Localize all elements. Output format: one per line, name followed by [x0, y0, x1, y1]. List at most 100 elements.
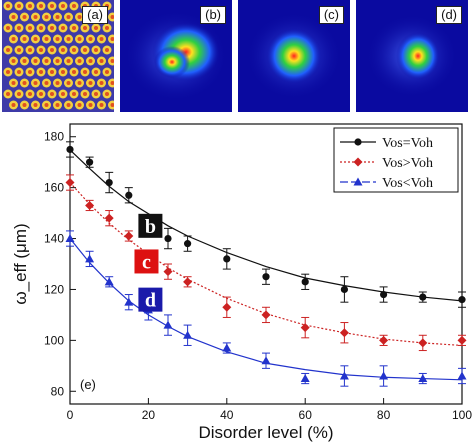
lattice-spot-core: [55, 81, 60, 85]
data-point: [339, 371, 349, 380]
lattice-spot-core: [77, 37, 82, 41]
lattice-spot-core: [44, 59, 49, 63]
series-tag-box: [138, 213, 163, 238]
lattice-spot-core: [77, 81, 82, 85]
data-point: [300, 323, 310, 333]
y-tick-label: 100: [44, 333, 64, 347]
x-tick-label: 60: [299, 408, 313, 422]
lattice-spot-core: [61, 92, 65, 96]
lattice-spot-core: [39, 26, 43, 30]
series-tag-box: [138, 287, 163, 312]
data-point: [184, 240, 192, 248]
data-point: [124, 297, 134, 306]
legend-label: Vos>Voh: [382, 156, 433, 171]
lattice-spot-core: [50, 4, 54, 8]
data-point: [85, 254, 95, 263]
lattice-spot-core: [44, 15, 49, 19]
series-tag-label: c: [142, 251, 151, 273]
y-tick-label: 180: [44, 130, 64, 144]
data-point: [223, 255, 231, 263]
lattice-spot-core: [94, 48, 98, 52]
data-point: [222, 343, 232, 352]
data-point: [340, 285, 348, 294]
lattice-spot-core: [110, 59, 114, 63]
data-point: [457, 371, 467, 380]
lattice-spot-core: [39, 48, 43, 52]
lattice-spot-core: [61, 26, 65, 30]
panel-c-intensity-image: (c): [238, 0, 350, 112]
data-point: [86, 158, 94, 166]
lattice-spot-core: [99, 103, 104, 107]
lattice-spot-core: [11, 37, 16, 41]
lattice-spot-core: [77, 59, 82, 63]
lattice-spot-core: [17, 70, 21, 74]
x-tick-label: 0: [67, 408, 74, 422]
data-point: [457, 335, 467, 345]
y-tick-label: 140: [44, 232, 64, 246]
data-point: [124, 231, 134, 241]
data-point: [163, 320, 173, 329]
data-point: [458, 296, 466, 304]
lattice-pattern: [3, 1, 114, 110]
lattice-spot-core: [66, 81, 71, 85]
data-point: [419, 293, 427, 301]
lattice-spot-core: [17, 48, 21, 52]
lattice-spot-core: [39, 4, 43, 8]
lattice-spot-core: [11, 103, 16, 107]
lattice-spot-core: [39, 70, 43, 74]
lattice-spot-core: [17, 92, 21, 96]
x-tick-label: 20: [142, 408, 156, 422]
lattice-spot-core: [72, 4, 76, 8]
lattice-spot-core: [72, 26, 76, 30]
lattice-spot-core: [94, 92, 98, 96]
lattice-spot-core: [50, 26, 54, 30]
lattice-spot-core: [88, 59, 93, 63]
lattice-spot-core: [50, 70, 54, 74]
series-tag-label: d: [145, 290, 156, 312]
lattice-spot-core: [88, 103, 93, 107]
data-point: [65, 178, 75, 188]
legend-marker: [354, 138, 362, 146]
intensity-map-d: [366, 14, 458, 98]
series-tag-box: [134, 249, 159, 274]
lattice-spot-core: [77, 15, 82, 19]
lattice-spot-core: [94, 26, 98, 30]
y-tick-label: 80: [51, 384, 65, 398]
panel-a-label: (a): [82, 6, 108, 24]
intensity-map-b: [124, 10, 228, 102]
lattice-spot-core: [55, 15, 60, 19]
data-point: [261, 356, 271, 365]
lattice-spot-core: [99, 37, 104, 41]
lattice-spot-core: [66, 103, 71, 107]
lattice-spot-core: [66, 37, 71, 41]
panel-b-intensity-image: (b): [120, 0, 232, 112]
lattice-spot-core: [55, 59, 60, 63]
panel-c-label: (c): [318, 6, 344, 24]
legend-label: Vos<Voh: [382, 176, 433, 191]
series-tags: bcd: [134, 213, 163, 312]
lattice-spot-core: [44, 103, 49, 107]
lattice-spot-core: [44, 81, 49, 85]
data-point: [261, 310, 271, 320]
lattice-spot-core: [66, 15, 71, 19]
lattice-spot-core: [6, 26, 10, 30]
lattice-spot-core: [50, 92, 54, 96]
data-point: [379, 371, 389, 380]
panel-d-label: (d): [436, 6, 462, 24]
legend: Vos=Voh Vos>Voh Vos<Voh: [333, 127, 459, 193]
x-tick-label: 80: [377, 408, 391, 422]
disorder-chart: 0 20 40 60 80 100 80 100 120 140 160 180 bcd (e) Di…: [11, 123, 472, 442]
lattice-spot-core: [55, 37, 60, 41]
lattice-spot-core: [88, 81, 93, 85]
data-point: [85, 200, 95, 210]
lattice-spot-core: [88, 37, 93, 41]
lattice-spot-core: [110, 103, 114, 107]
lattice-spot-core: [6, 4, 10, 8]
y-axis-title: ω_eff (μm): [11, 223, 30, 304]
series-tag-label: b: [145, 216, 156, 238]
lattice-spot-core: [17, 4, 21, 8]
data-point: [104, 213, 114, 223]
lattice-spot-core: [61, 4, 65, 8]
legend-marker: [353, 157, 363, 167]
data-point: [301, 278, 309, 286]
